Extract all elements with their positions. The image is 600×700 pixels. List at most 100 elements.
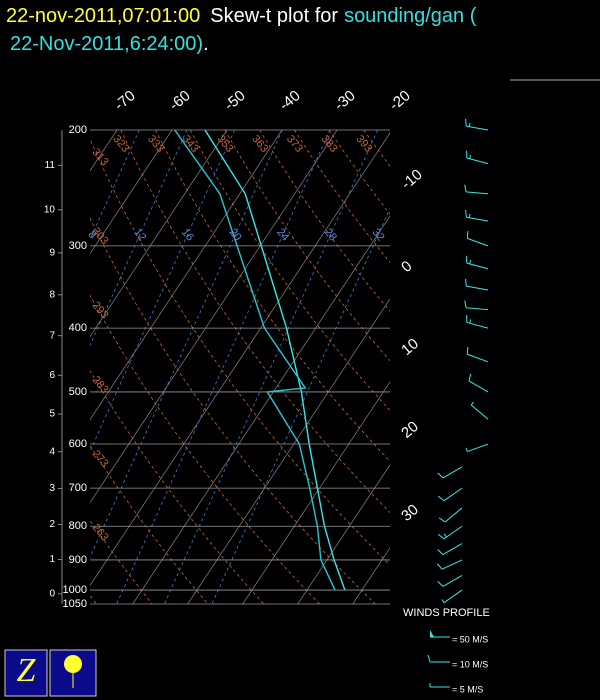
height-tick-label: 5	[49, 409, 55, 420]
isotherm	[352, 547, 390, 604]
wind-barb	[437, 466, 463, 479]
barb-half	[469, 319, 472, 324]
dry-adiabat	[363, 130, 390, 167]
barb-full	[465, 118, 467, 127]
isotherm	[187, 298, 390, 604]
barb-staff	[466, 285, 489, 291]
barb-staff	[466, 191, 489, 195]
barb-half	[465, 447, 468, 452]
pressure-tick-label: 700	[69, 482, 87, 494]
barb-staff	[441, 559, 463, 570]
sounding-line	[174, 130, 336, 591]
dry-adiabat-label: 383	[319, 133, 340, 155]
wind-legend-label: = 50 M/S	[452, 634, 488, 644]
pressure-tick-label: 900	[69, 554, 87, 566]
mixing-ratio-line	[90, 130, 188, 347]
height-tick-label: 8	[49, 289, 55, 300]
dry-adiabat-label: 293	[90, 299, 111, 321]
temperature-tick-label: -40	[276, 87, 304, 114]
barb-full	[468, 373, 472, 382]
wind-barb	[465, 278, 489, 291]
temperature-tick-label: -50	[221, 87, 249, 114]
barb-staff	[466, 307, 489, 311]
temperature-tick-label: -30	[331, 87, 359, 114]
wind-barb	[465, 118, 489, 131]
temperature-tick-label: 10	[398, 335, 422, 359]
wind-barb	[436, 559, 463, 570]
dry-adiabat-label: 333	[145, 133, 166, 155]
wind-legend-label: = 10 M/S	[452, 659, 488, 669]
dry-adiabat	[224, 130, 390, 362]
barb-staff	[443, 525, 463, 540]
logo-z	[4, 649, 48, 697]
barb-full	[437, 472, 444, 479]
barb-staff	[468, 380, 489, 393]
dry-adiabat	[90, 294, 320, 604]
isotherm	[297, 464, 390, 604]
barb-full	[436, 563, 443, 570]
wind-barb	[466, 150, 489, 165]
pressure-tick-label: 1050	[63, 598, 87, 610]
pressure-tick-label: 400	[69, 322, 87, 334]
mixing-ratio-label: 32	[370, 226, 387, 243]
title-line-1: 22-nov-2011,07:01:00 Skew-t plot for sound…	[6, 5, 477, 27]
dry-adiabat-label: 343	[180, 133, 201, 155]
isotherm	[408, 130, 600, 604]
dry-adiabat	[90, 217, 376, 604]
pressure-tick-label: 300	[69, 240, 87, 252]
mixing-ratio-line	[163, 130, 378, 604]
barb-full	[466, 231, 469, 239]
barb-full	[465, 278, 467, 287]
barb-full	[464, 300, 467, 308]
dry-adiabat	[90, 519, 153, 604]
isotherm	[90, 130, 338, 504]
wind-barb	[429, 683, 450, 688]
barb-half	[469, 154, 472, 159]
barb-full	[464, 184, 467, 192]
barb-full	[438, 495, 445, 502]
mixing-ratio-line	[90, 130, 140, 241]
wind-barb	[437, 574, 463, 587]
barb-staff	[466, 321, 489, 329]
barb-staff	[466, 157, 489, 165]
mixing-ratio-label: 24	[274, 226, 291, 243]
height-tick-label: 6	[49, 370, 55, 381]
pressure-tick-label: 200	[69, 124, 87, 136]
height-tick-label: 7	[49, 330, 55, 341]
height-tick-label: 0	[49, 588, 55, 599]
dry-adiabat-label: 393	[353, 133, 374, 155]
dry-adiabat	[328, 130, 390, 215]
mixing-ratio-line	[90, 130, 283, 559]
isotherm	[90, 132, 390, 587]
dry-adiabat	[90, 594, 97, 604]
wind-barb	[465, 209, 489, 222]
dry-adiabat	[294, 130, 390, 263]
wind-barb	[438, 487, 463, 502]
dry-adiabat	[259, 130, 390, 312]
dry-adiabat	[155, 130, 390, 462]
wind-barb	[466, 315, 489, 329]
dry-adiabat	[90, 370, 265, 604]
barb-pennant	[430, 630, 434, 637]
pressure-tick-label: 800	[69, 520, 87, 532]
wind-barb	[464, 300, 489, 311]
wind-barb	[438, 507, 463, 523]
barb-staff	[442, 574, 463, 587]
wind-barb	[441, 589, 463, 604]
height-tick-label: 2	[49, 519, 55, 530]
temperature-tick-label: -10	[398, 166, 426, 193]
dry-adiabat-label: 323	[110, 133, 131, 155]
wind-barb	[438, 525, 463, 540]
barb-half	[469, 259, 472, 264]
barb-half	[443, 533, 447, 538]
temperature-tick-label: 30	[398, 501, 422, 525]
temperature-tick-label: 20	[398, 418, 422, 442]
dry-adiabat	[120, 130, 390, 514]
mixing-ratio-label: 16	[179, 226, 196, 243]
mixing-ratio-label: 28	[322, 226, 339, 243]
barb-staff	[444, 507, 463, 523]
height-tick-label: 11	[45, 160, 56, 171]
barb-staff	[443, 589, 463, 604]
wind-barb	[430, 630, 450, 638]
barb-staff	[466, 262, 489, 270]
